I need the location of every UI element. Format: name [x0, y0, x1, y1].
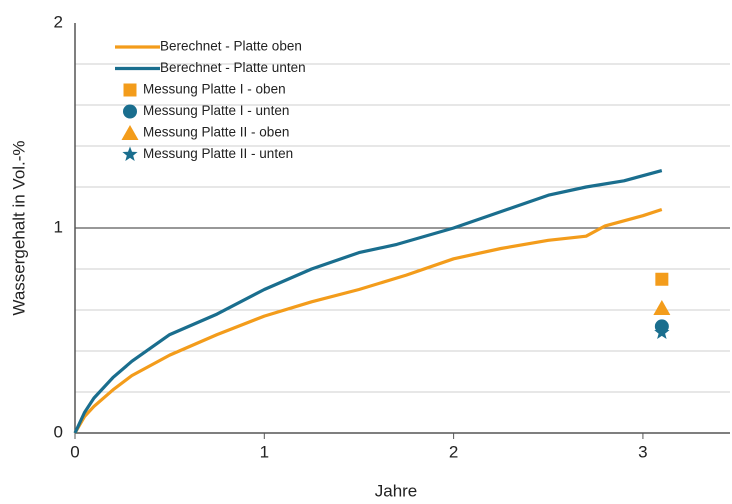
legend-label: Messung Platte II - unten — [143, 146, 293, 161]
marker-circle — [123, 104, 137, 119]
y-tick-label: 1 — [54, 217, 63, 236]
x-tick-label: 1 — [260, 442, 269, 461]
line — [73, 207, 663, 434]
legend-label: Berechnet - Platte oben — [160, 39, 302, 54]
marker-star — [122, 146, 138, 161]
x-axis-label: Jahre — [375, 481, 418, 500]
legend-label: Berechnet - Platte unten — [160, 60, 306, 75]
y-axis-label: Wassergehalt in Vol.-% — [9, 140, 28, 315]
x-tick-label: 3 — [638, 442, 647, 461]
line — [73, 169, 663, 434]
x-tick-label: 2 — [449, 442, 458, 461]
legend-label: Messung Platte II - oben — [143, 125, 289, 140]
y-tick-label: 0 — [54, 422, 63, 441]
marker-triangle — [653, 299, 671, 315]
x-tick-label: 0 — [70, 442, 79, 461]
y-tick-label: 2 — [54, 12, 63, 31]
marker-triangle — [121, 125, 139, 140]
marker-square — [655, 272, 669, 286]
marker-square — [123, 83, 137, 97]
legend-label: Messung Platte I - oben — [143, 82, 286, 97]
legend-label: Messung Platte I - unten — [143, 103, 289, 118]
marker-star — [654, 324, 670, 339]
